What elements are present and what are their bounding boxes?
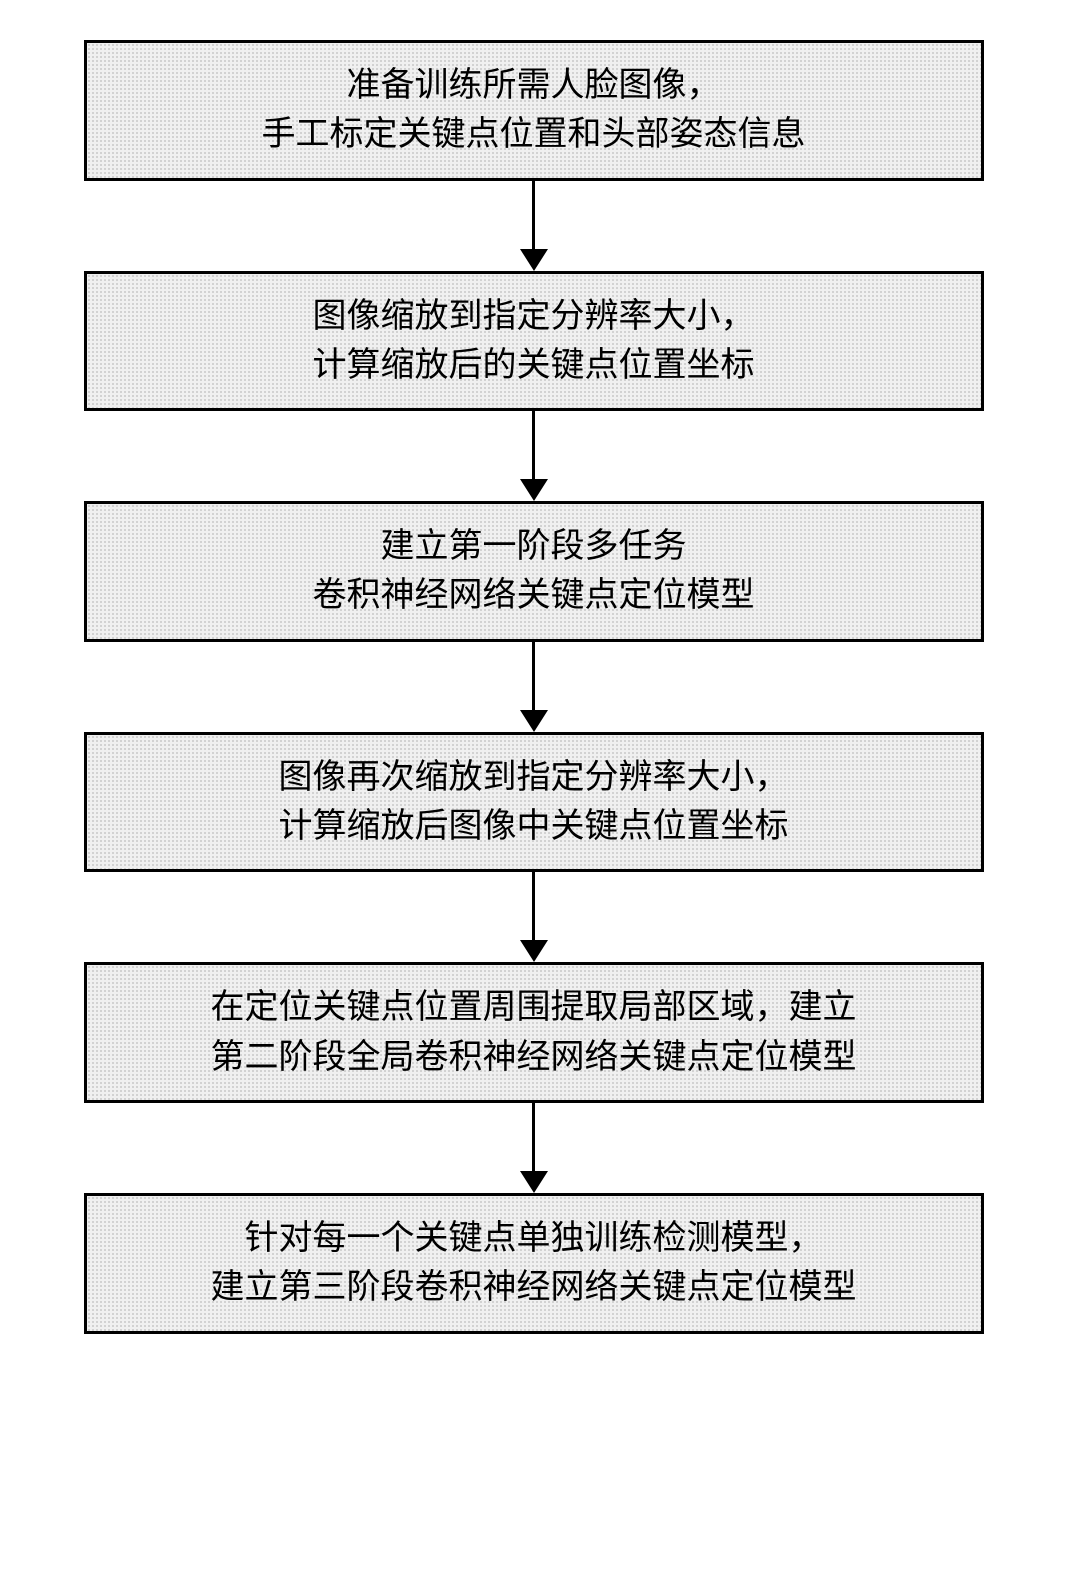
- node-text-line: 计算缩放后图像中关键点位置坐标: [279, 802, 789, 851]
- arrow-head-icon: [520, 1171, 548, 1193]
- arrow-head-icon: [520, 479, 548, 501]
- arrow-shaft: [532, 411, 535, 479]
- arrow-shaft: [532, 181, 535, 249]
- arrow-shaft: [532, 1103, 535, 1171]
- node-text-line: 建立第一阶段多任务: [381, 522, 687, 571]
- arrow-head-icon: [520, 940, 548, 962]
- arrow-head-icon: [520, 249, 548, 271]
- flow-node-1: 准备训练所需人脸图像， 手工标定关键点位置和头部姿态信息: [84, 40, 984, 181]
- node-text-line: 在定位关键点位置周围提取局部区域，建立: [211, 983, 857, 1032]
- flow-node-2: 图像缩放到指定分辨率大小， 计算缩放后的关键点位置坐标: [84, 271, 984, 412]
- node-text-line: 第二阶段全局卷积神经网络关键点定位模型: [211, 1033, 857, 1082]
- arrow-shaft: [532, 872, 535, 940]
- flow-node-5: 在定位关键点位置周围提取局部区域，建立 第二阶段全局卷积神经网络关键点定位模型: [84, 962, 984, 1103]
- node-text-line: 图像再次缩放到指定分辨率大小，: [279, 753, 789, 802]
- arrow-shaft: [532, 642, 535, 710]
- flow-node-3: 建立第一阶段多任务 卷积神经网络关键点定位模型: [84, 501, 984, 642]
- flow-arrow: [520, 872, 548, 962]
- node-text-line: 准备训练所需人脸图像，: [347, 61, 721, 110]
- node-text-line: 手工标定关键点位置和头部姿态信息: [262, 110, 806, 159]
- node-text-line: 图像缩放到指定分辨率大小，: [313, 292, 755, 341]
- flow-node-4: 图像再次缩放到指定分辨率大小， 计算缩放后图像中关键点位置坐标: [84, 732, 984, 873]
- flow-arrow: [520, 411, 548, 501]
- node-text-line: 计算缩放后的关键点位置坐标: [313, 341, 755, 390]
- node-text-line: 建立第三阶段卷积神经网络关键点定位模型: [211, 1263, 857, 1312]
- node-text-line: 卷积神经网络关键点定位模型: [313, 571, 755, 620]
- flow-arrow: [520, 642, 548, 732]
- flow-node-6: 针对每一个关键点单独训练检测模型， 建立第三阶段卷积神经网络关键点定位模型: [84, 1193, 984, 1334]
- flowchart-container: 准备训练所需人脸图像， 手工标定关键点位置和头部姿态信息 图像缩放到指定分辨率大…: [84, 40, 984, 1334]
- arrow-head-icon: [520, 710, 548, 732]
- node-text-line: 针对每一个关键点单独训练检测模型，: [245, 1214, 823, 1263]
- flow-arrow: [520, 1103, 548, 1193]
- flow-arrow: [520, 181, 548, 271]
